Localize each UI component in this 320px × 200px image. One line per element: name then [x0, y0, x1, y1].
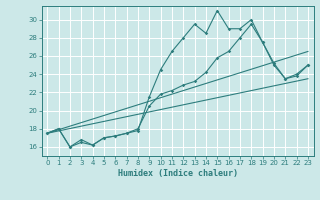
X-axis label: Humidex (Indice chaleur): Humidex (Indice chaleur) [118, 169, 237, 178]
